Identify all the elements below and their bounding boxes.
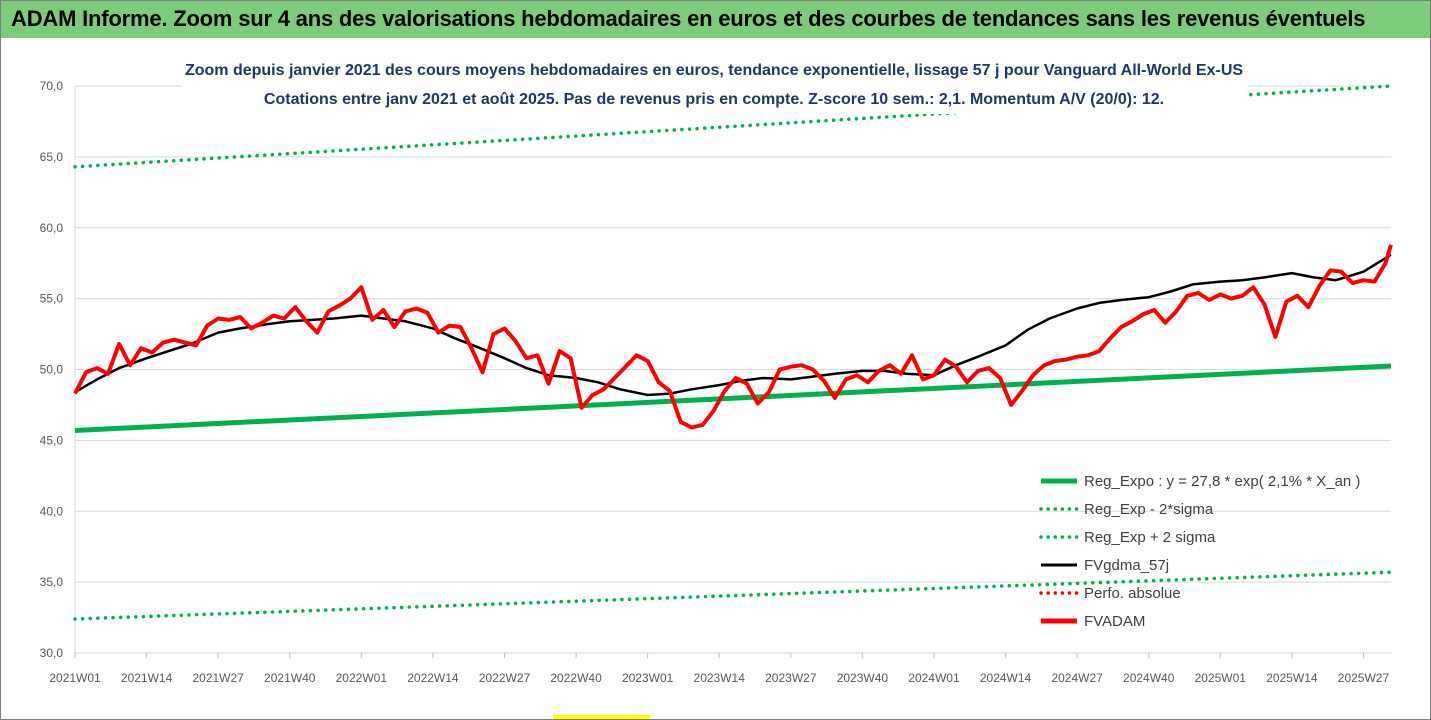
x-tick-label: 2024W01 (908, 671, 960, 685)
x-tick-label: 2024W27 (1051, 671, 1103, 685)
x-tick-label: 2025W01 (1195, 671, 1247, 685)
x-tick-label: 2023W01 (622, 671, 674, 685)
x-axis-ticks: 2021W01 2021W14 2021W27 2021W40 2022W01 2022W… (49, 653, 1389, 685)
series-line-reg-exp-2 (73, 84, 1393, 169)
y-tick-label: 55,0 (40, 292, 64, 306)
y-tick-label: 50,0 (40, 363, 64, 377)
legend-label: Reg_Exp - 2*sigma (1084, 501, 1214, 518)
x-tick-label: 2025W27 (1338, 671, 1390, 685)
x-tick-label: 2023W40 (837, 671, 889, 685)
y-tick-label: 30,0 (40, 646, 64, 660)
x-tick-label: 2025W14 (1266, 671, 1318, 685)
legend-label: Reg_Expo : y = 27,8 * exp( 2,1% * X_an ) (1084, 473, 1360, 490)
bottom-decoration (553, 715, 650, 719)
series-lines (73, 84, 1393, 621)
x-tick-label: 2024W14 (980, 671, 1032, 685)
x-tick-label: 2021W01 (49, 671, 101, 685)
legend-label: Reg_Exp + 2 sigma (1084, 529, 1216, 546)
y-tick-label: 35,0 (40, 575, 64, 589)
x-tick-label: 2021W27 (192, 671, 244, 685)
x-tick-label: 2021W40 (264, 671, 316, 685)
y-tick-label: 70,0 (40, 79, 64, 93)
y-tick-label: 45,0 (40, 433, 64, 447)
gridlines (74, 85, 1391, 654)
chart-title: Zoom depuis janvier 2021 des cours moyen… (185, 62, 1243, 79)
x-tick-label: 2022W40 (550, 671, 602, 685)
series-line-reg-exp-1 (73, 570, 1393, 621)
header-bar: ADAM Informe. Zoom sur 4 ans des valoris… (1, 1, 1430, 38)
x-tick-label: 2023W14 (694, 671, 746, 685)
x-tick-label: 2022W14 (407, 671, 459, 685)
x-tick-label: 2021W14 (121, 671, 173, 685)
legend-label: FVADAM (1084, 613, 1145, 630)
x-tick-label: 2023W27 (765, 671, 817, 685)
title-background (182, 56, 1248, 114)
legend: Reg_Expo : y = 27,8 * exp( 2,1% * X_an )… (1039, 473, 1360, 630)
legend-label: Perfo. absolue (1084, 585, 1181, 602)
chart-subtitle: Cotations entre janv 2021 et août 2025. … (264, 91, 1164, 108)
series-line-fvadam-5 (73, 244, 1393, 430)
x-tick-label: 2024W40 (1123, 671, 1175, 685)
x-tick-label: 2022W27 (479, 671, 531, 685)
x-tick-label: 2022W01 (336, 671, 388, 685)
series-line-reg-expo-0 (74, 363, 1392, 433)
y-tick-label: 65,0 (40, 150, 64, 164)
page-title: ADAM Informe. Zoom sur 4 ans des valoris… (11, 6, 1366, 31)
y-tick-label: 60,0 (40, 221, 64, 235)
y-axis-ticks: 30,0 35,0 40,0 45,0 50,0 55,0 60,0 65,0 70,0 (40, 79, 64, 660)
y-tick-label: 40,0 (40, 504, 64, 518)
legend-label: FVgdma_57j (1084, 557, 1169, 574)
